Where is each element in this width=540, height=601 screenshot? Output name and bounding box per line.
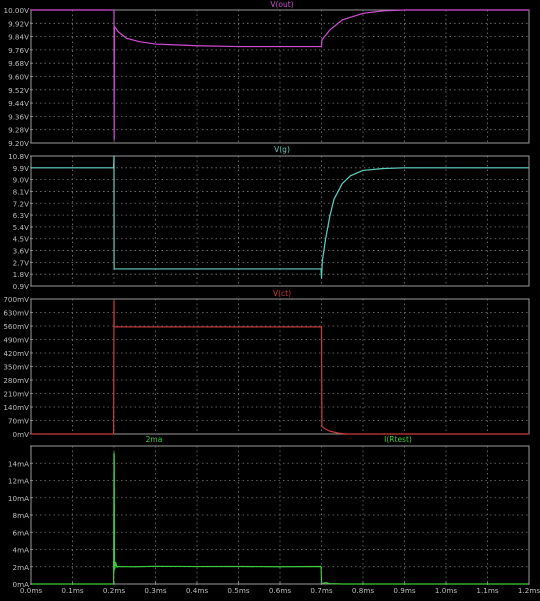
y-tick-label: 7.2V (13, 199, 29, 208)
x-tick-label: 0.2ms (103, 586, 125, 595)
y-tick-label: 8.1V (13, 187, 29, 196)
y-tick-label: 9.84V (8, 33, 29, 42)
pane-4: 14mA 12mA 10mA 8mA 6mA 4mA 2mA 0mA 2ma I(Rtest) 0.… (8, 435, 540, 595)
y-tick-label: 10mA (8, 494, 29, 503)
y-tick-label: 420mV (3, 349, 29, 358)
y-tick-label: 9.76V (8, 46, 29, 55)
x-tick-label: 0.5ms (227, 586, 249, 595)
y-tick-label: 630mV (3, 309, 29, 318)
y-tick-label: 560mV (3, 322, 29, 331)
pane-2: 10.8V 9.9V 9.0V 8.1V 7.2V 6.3V 5.4V 4.5V 3.6V 2.7… (8, 145, 530, 291)
pane-1: 10.00V 9.92V 9.84V 9.76V 9.68V 9.60V 9.52V 9.44… (4, 0, 530, 148)
y-tick-label: 3.6V (13, 247, 29, 256)
x-tick-label: 0.6ms (269, 586, 291, 595)
y-tick-label: 1.8V (13, 270, 29, 279)
x-tick-label: 0.1ms (61, 586, 83, 595)
pane-3: 700mV 630mV 560mV 490mV 420mV 350mV 280mV 210mV… (3, 289, 530, 439)
y-tick-label: 700mV (3, 295, 29, 304)
legend-entry: I(Rtest) (384, 435, 412, 444)
y-tick-label: 9.60V (8, 73, 29, 82)
x-tick-label: 0.7ms (310, 586, 332, 595)
y-tick-label: 9.36V (8, 112, 29, 121)
y-tick-label: 2mA (13, 563, 30, 572)
y-tick-label: 8mA (13, 511, 30, 520)
y-tick-label: 9.9V (13, 164, 29, 173)
y-tick-label: 140mV (3, 403, 29, 412)
y-tick-label: 280mV (3, 376, 29, 385)
legend-entry: 2ma (146, 435, 163, 444)
pane-title: V(ct) (273, 289, 291, 298)
y-tick-label: 12mA (8, 477, 29, 486)
y-tick-label: 6.3V (13, 211, 29, 220)
y-tick-label: 9.52V (8, 86, 29, 95)
y-tick-label: 2.7V (13, 258, 29, 267)
y-tick-label: 0.9V (13, 282, 29, 291)
series-line-v-g- (31, 155, 529, 279)
series-line-i-rtest- (31, 452, 529, 585)
y-tick-label: 9.68V (8, 59, 29, 68)
y-tick-label: 210mV (3, 390, 29, 399)
x-tick-label: 0.0ms (20, 586, 42, 595)
y-tick-label: 9.44V (8, 99, 29, 108)
y-tick-label: 0mV (13, 430, 30, 439)
y-tick-label: 9.92V (8, 19, 29, 28)
y-tick-label: 10.00V (4, 6, 30, 15)
x-tick-label: 0.8ms (352, 586, 374, 595)
y-tick-label: 5.4V (13, 223, 29, 232)
y-tick-label: 350mV (3, 363, 29, 372)
x-tick-label: 0.3ms (144, 586, 166, 595)
y-tick-label: 4.5V (13, 235, 29, 244)
x-tick-label: 1.1ms (476, 586, 498, 595)
x-tick-label: 0.9ms (393, 586, 415, 595)
y-tick-label: 490mV (3, 336, 29, 345)
y-tick-label: 6mA (13, 528, 30, 537)
y-tick-label: 9.28V (8, 126, 29, 135)
y-tick-label: 9.0V (13, 176, 29, 185)
pane-title: V(out) (270, 0, 293, 9)
x-tick-label: 0.4ms (186, 586, 208, 595)
pane-title: V(g) (274, 145, 290, 154)
y-tick-label: 0mA (13, 580, 30, 589)
y-tick-label: 70mV (8, 417, 29, 426)
y-tick-label: 4mA (13, 546, 30, 555)
series-line-v-out- (31, 9, 529, 141)
x-tick-label: 1.0ms (435, 586, 457, 595)
y-tick-label: 14mA (8, 459, 29, 468)
x-tick-label: 1.2ms (518, 586, 540, 595)
y-tick-label: 9.20V (8, 139, 29, 148)
y-tick-label: 10.8V (8, 152, 29, 161)
series-line-v-ct- (31, 300, 529, 435)
